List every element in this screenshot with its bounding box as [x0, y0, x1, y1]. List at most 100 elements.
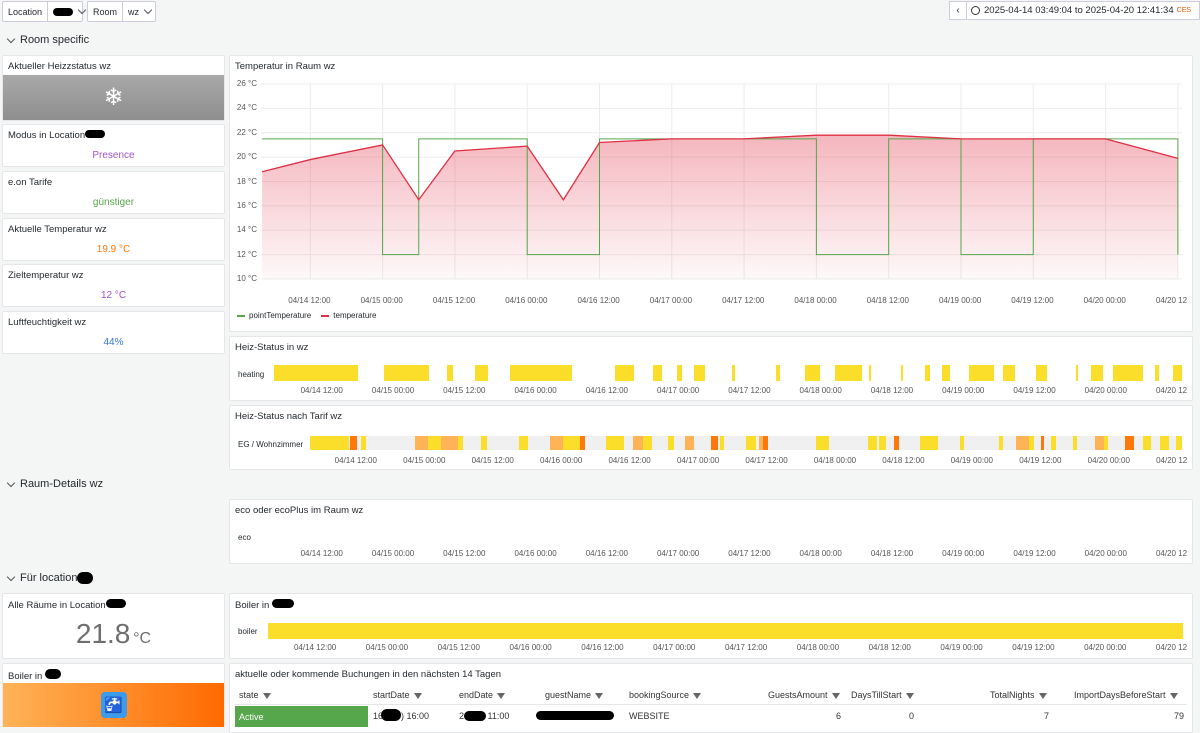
boiler-state-bar	[268, 623, 1183, 639]
room-variable[interactable]: Room wz	[87, 1, 156, 22]
x-tick-label: 04/20 12	[1155, 386, 1188, 395]
filter-icon[interactable]	[1038, 692, 1047, 699]
state-segment	[474, 365, 489, 381]
state-segment	[719, 436, 725, 450]
state-segment	[427, 436, 441, 450]
chart-legend: pointTemperature temperature	[237, 311, 376, 320]
filter-icon[interactable]	[1169, 692, 1178, 699]
modus-panel: Modus in Location Presence	[2, 124, 225, 167]
filter-icon[interactable]	[497, 692, 506, 699]
col-header-enddate[interactable]: endDate	[459, 690, 506, 700]
legend-point-temperature[interactable]: pointTemperature	[249, 311, 312, 320]
x-tick-label: 04/20 12	[1155, 643, 1188, 652]
alle-raeume-panel: Alle Räume in Location 21.8 °C	[2, 593, 225, 659]
x-tick-label: 04/16 00:00	[514, 549, 557, 558]
state-row-label: heating	[238, 370, 265, 379]
state-segment	[580, 436, 585, 450]
x-tick-label: 04/15 12:00	[443, 386, 486, 395]
modus-value: Presence	[92, 150, 135, 161]
state-row-label: boiler	[238, 627, 258, 636]
row-title-text: Raum-Details wz	[20, 478, 104, 490]
feuchtigkeit-value: 44%	[103, 337, 124, 348]
cell-startdate: 16 (Mo) 16:00	[373, 711, 430, 721]
x-tick-label: 04/16 12:00	[585, 549, 628, 558]
redaction	[105, 599, 126, 608]
legend-temperature[interactable]: temperature	[333, 311, 377, 320]
col-header-importdays[interactable]: ImportDaysBeforeStart	[1074, 690, 1178, 700]
x-tick-label: 04/20 12	[1156, 456, 1188, 465]
x-tick-label: 04/16 00:00	[540, 456, 583, 465]
state-segment	[920, 436, 938, 450]
state-cell-active: Active	[235, 706, 368, 727]
filter-icon[interactable]	[595, 692, 604, 699]
location-variable[interactable]: Location	[2, 1, 87, 22]
redaction	[53, 7, 74, 16]
x-tick-label: 04/14 12:00	[288, 296, 331, 305]
col-header-guestname[interactable]: guestName	[545, 690, 604, 700]
state-segment	[868, 365, 871, 381]
filter-icon[interactable]	[693, 692, 702, 699]
x-tick-label: 04/19 12:00	[1013, 386, 1056, 395]
col-header-bookingsource[interactable]: bookingSource	[629, 690, 702, 700]
x-tick-label: 04/18 12:00	[870, 386, 914, 395]
state-segment	[959, 436, 964, 450]
row-fuer-location[interactable]: Für location	[6, 572, 94, 584]
filter-icon[interactable]	[262, 692, 271, 699]
filter-icon[interactable]	[831, 692, 840, 699]
x-tick-label: 04/20 00:00	[1084, 549, 1127, 558]
col-header-totalnights[interactable]: TotalNights	[990, 690, 1047, 700]
state-segment	[942, 365, 951, 381]
state-segment	[458, 436, 463, 450]
state-segment	[1075, 365, 1079, 381]
x-tick-label: 04/17 12:00	[728, 549, 771, 558]
col-header-startdate[interactable]: startDate	[373, 690, 422, 700]
state-segment	[900, 365, 904, 381]
panel-title: Heiz-Status in wz	[235, 342, 309, 353]
x-tick-label: 04/19 12:00	[1011, 296, 1054, 305]
panel-title: Luftfeuchtigkeit wz	[8, 317, 87, 328]
tarif-panel: e.on Tarife günstiger	[2, 171, 225, 214]
x-tick-label: 04/16 12:00	[585, 386, 628, 395]
feuchtigkeit-panel: Luftfeuchtigkeit wz 44%	[2, 311, 225, 354]
boiler-panel: Boiler in boiler	[229, 593, 1193, 659]
col-header-daystillstart[interactable]: DaysTillStart	[851, 690, 914, 700]
water-tap-icon: 🚰	[100, 692, 127, 718]
state-segment	[1154, 365, 1160, 381]
y-tick-label: 10 °C	[236, 274, 257, 283]
x-tick-label: 04/18 00:00	[799, 386, 842, 395]
y-tick-label: 18 °C	[236, 176, 257, 186]
state-segment	[763, 436, 768, 450]
row-raum-details[interactable]: Raum-Details wz	[6, 478, 104, 490]
state-segment	[1160, 436, 1169, 450]
x-tick-label: 04/15 00:00	[360, 296, 403, 305]
state-segment	[925, 365, 930, 381]
filter-icon[interactable]	[905, 692, 914, 699]
legend-swatch	[321, 314, 330, 317]
x-tick-label: 04/19 12:00	[1013, 549, 1056, 558]
state-segment	[350, 436, 358, 450]
col-header-state[interactable]: state	[239, 690, 271, 700]
state-segment	[998, 436, 1004, 450]
state-segment	[694, 365, 706, 381]
snowflake-icon: ❄	[3, 75, 224, 120]
x-tick-label: 04/17 12:00	[745, 456, 788, 465]
state-segment	[1040, 436, 1045, 450]
x-tick-label: 04/17 00:00	[656, 386, 700, 395]
panel-title: Zieltemperatur wz	[8, 270, 84, 281]
chevron-down-icon	[6, 572, 16, 581]
filter-icon[interactable]	[413, 692, 422, 699]
clock-icon	[971, 6, 980, 15]
state-segment	[562, 436, 581, 450]
y-tick-label: 26 °C	[236, 79, 257, 88]
time-back-icon[interactable]: ‹	[950, 2, 967, 19]
redaction	[44, 669, 61, 679]
y-tick-label: 24 °C	[236, 103, 257, 113]
col-header-guestsamount[interactable]: GuestsAmount	[768, 690, 840, 700]
x-tick-label: 04/15 00:00	[371, 549, 415, 558]
time-range-picker[interactable]: ‹ 2025-04-14 03:49:04 to 2025-04-20 12:4…	[949, 1, 1200, 20]
state-segment	[1029, 436, 1034, 450]
row-room-specific[interactable]: Room specific	[6, 34, 89, 46]
x-tick-label: 04/20 12	[1155, 296, 1188, 305]
state-segment	[1142, 436, 1152, 450]
room-value: wz	[128, 6, 140, 17]
